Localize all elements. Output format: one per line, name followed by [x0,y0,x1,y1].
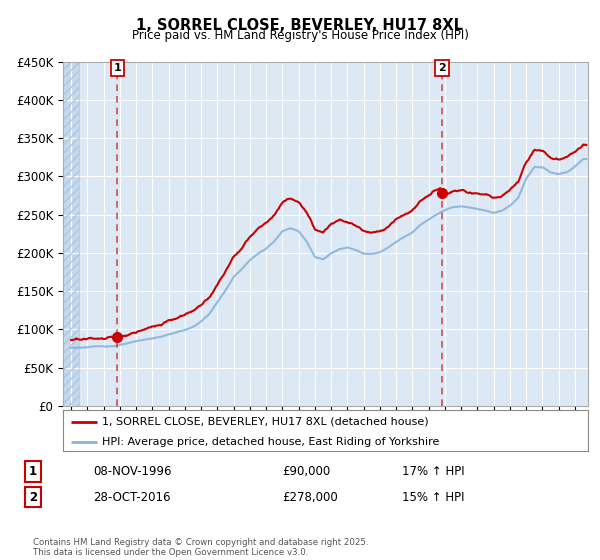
Text: Contains HM Land Registry data © Crown copyright and database right 2025.
This d: Contains HM Land Registry data © Crown c… [33,538,368,557]
Polygon shape [63,62,79,406]
Text: 15% ↑ HPI: 15% ↑ HPI [402,491,464,504]
Text: 1, SORREL CLOSE, BEVERLEY, HU17 8XL: 1, SORREL CLOSE, BEVERLEY, HU17 8XL [137,18,464,33]
Text: 1: 1 [113,63,121,73]
Text: Price paid vs. HM Land Registry's House Price Index (HPI): Price paid vs. HM Land Registry's House … [131,29,469,42]
Text: 08-NOV-1996: 08-NOV-1996 [93,465,172,478]
Text: 1: 1 [29,465,37,478]
Text: 17% ↑ HPI: 17% ↑ HPI [402,465,464,478]
Text: 2: 2 [438,63,446,73]
Text: 2: 2 [29,491,37,504]
Text: 28-OCT-2016: 28-OCT-2016 [93,491,170,504]
Text: £90,000: £90,000 [282,465,330,478]
Text: 1, SORREL CLOSE, BEVERLEY, HU17 8XL (detached house): 1, SORREL CLOSE, BEVERLEY, HU17 8XL (det… [103,417,429,427]
Text: HPI: Average price, detached house, East Riding of Yorkshire: HPI: Average price, detached house, East… [103,437,440,447]
Text: £278,000: £278,000 [282,491,338,504]
